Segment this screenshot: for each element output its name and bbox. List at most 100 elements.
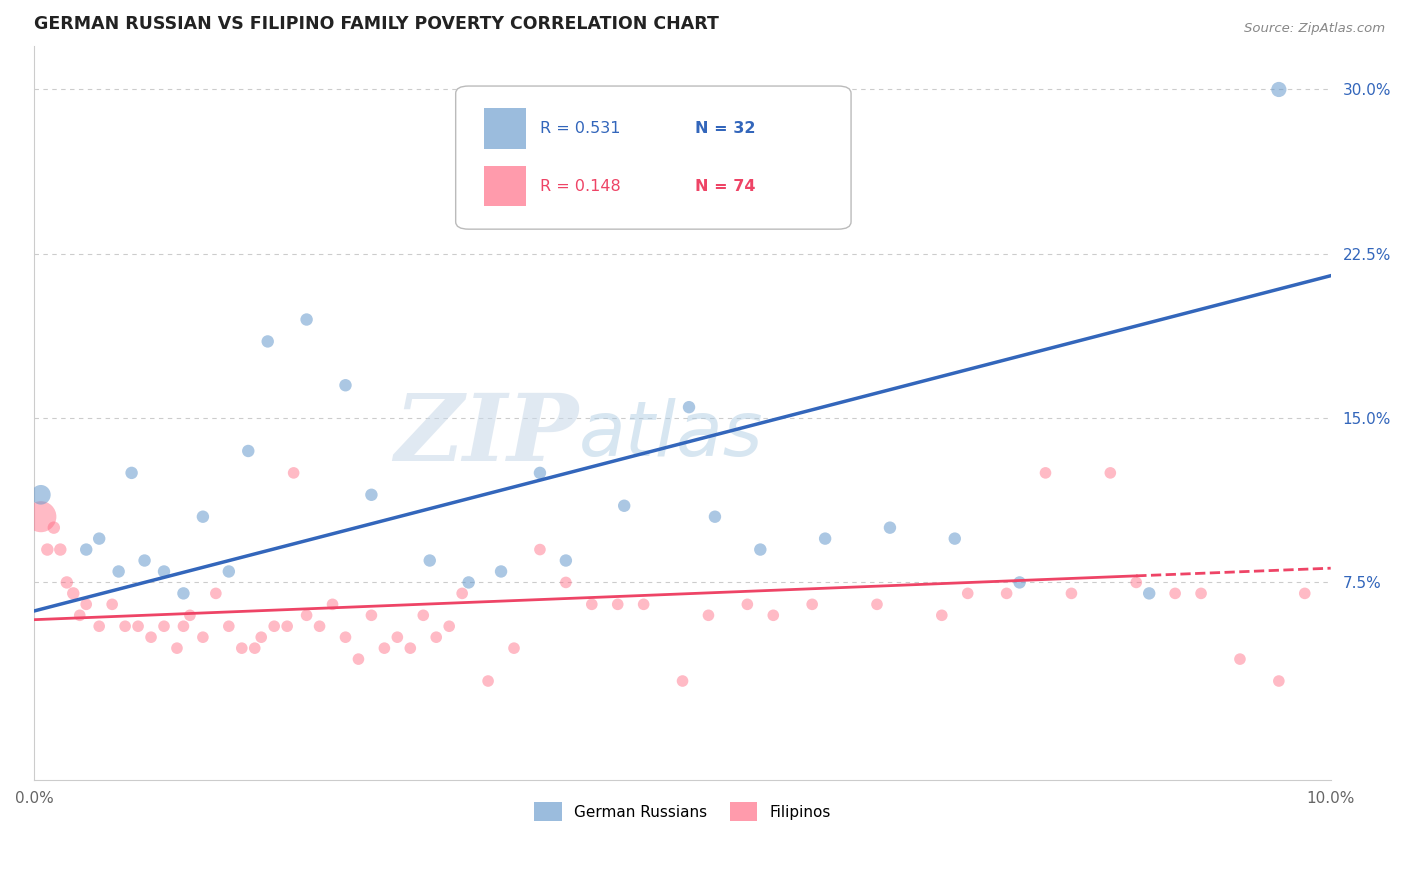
- Point: [153, 619, 176, 633]
- Point: [529, 466, 551, 480]
- Point: [671, 673, 693, 688]
- Point: [399, 641, 422, 656]
- Point: [387, 630, 409, 644]
- Point: [1035, 466, 1057, 480]
- Point: [191, 630, 214, 644]
- Legend: German Russians, Filipinos: German Russians, Filipinos: [529, 797, 837, 827]
- Point: [613, 499, 636, 513]
- Point: [89, 619, 111, 633]
- Point: [360, 488, 382, 502]
- Point: [62, 586, 84, 600]
- Point: [347, 652, 370, 666]
- Point: [166, 641, 188, 656]
- Point: [606, 598, 628, 612]
- Point: [107, 565, 129, 579]
- Point: [335, 378, 357, 392]
- Point: [101, 598, 124, 612]
- Point: [489, 565, 512, 579]
- Point: [1099, 466, 1122, 480]
- Text: Source: ZipAtlas.com: Source: ZipAtlas.com: [1244, 22, 1385, 36]
- Point: [1137, 586, 1160, 600]
- Point: [879, 521, 901, 535]
- Point: [218, 565, 240, 579]
- FancyBboxPatch shape: [484, 108, 526, 149]
- Point: [931, 608, 953, 623]
- Point: [749, 542, 772, 557]
- Point: [457, 575, 479, 590]
- Point: [1294, 586, 1316, 600]
- Point: [322, 598, 344, 612]
- Point: [529, 542, 551, 557]
- Point: [263, 619, 285, 633]
- Point: [243, 641, 266, 656]
- Text: R = 0.531: R = 0.531: [540, 121, 620, 136]
- Point: [134, 553, 156, 567]
- Point: [283, 466, 305, 480]
- Text: ZIP: ZIP: [395, 390, 579, 480]
- Point: [477, 673, 499, 688]
- Point: [295, 608, 318, 623]
- Point: [437, 619, 460, 633]
- Point: [75, 542, 97, 557]
- Point: [276, 619, 298, 633]
- Point: [678, 400, 700, 414]
- Point: [121, 466, 143, 480]
- Point: [956, 586, 979, 600]
- Point: [451, 586, 474, 600]
- Point: [1189, 586, 1212, 600]
- Point: [419, 553, 441, 567]
- FancyBboxPatch shape: [456, 86, 851, 229]
- Point: [89, 532, 111, 546]
- Point: [554, 575, 576, 590]
- Point: [1125, 575, 1147, 590]
- Point: [703, 509, 725, 524]
- Point: [205, 586, 228, 600]
- Point: [1268, 82, 1291, 96]
- Point: [1008, 575, 1031, 590]
- Point: [37, 542, 59, 557]
- Point: [172, 586, 194, 600]
- Point: [114, 619, 136, 633]
- Point: [256, 334, 278, 349]
- Text: GERMAN RUSSIAN VS FILIPINO FAMILY POVERTY CORRELATION CHART: GERMAN RUSSIAN VS FILIPINO FAMILY POVERT…: [34, 15, 720, 33]
- Point: [30, 509, 52, 524]
- Point: [75, 598, 97, 612]
- Point: [1164, 586, 1187, 600]
- Text: N = 32: N = 32: [696, 121, 756, 136]
- Point: [69, 608, 91, 623]
- Point: [697, 608, 720, 623]
- Point: [238, 444, 260, 458]
- Point: [127, 619, 149, 633]
- Point: [801, 598, 824, 612]
- Point: [554, 553, 576, 567]
- Point: [179, 608, 201, 623]
- Point: [995, 586, 1018, 600]
- FancyBboxPatch shape: [484, 166, 526, 206]
- Point: [943, 532, 966, 546]
- Point: [42, 521, 65, 535]
- Point: [218, 619, 240, 633]
- Text: atlas: atlas: [579, 398, 763, 472]
- Point: [55, 575, 77, 590]
- Point: [412, 608, 434, 623]
- Point: [633, 598, 655, 612]
- Point: [335, 630, 357, 644]
- Point: [153, 565, 176, 579]
- Text: N = 74: N = 74: [696, 178, 756, 194]
- Point: [231, 641, 253, 656]
- Point: [250, 630, 273, 644]
- Point: [737, 598, 759, 612]
- Point: [308, 619, 330, 633]
- Text: R = 0.148: R = 0.148: [540, 178, 620, 194]
- Point: [1268, 673, 1291, 688]
- Point: [49, 542, 72, 557]
- Point: [373, 641, 395, 656]
- Point: [30, 488, 52, 502]
- Point: [360, 608, 382, 623]
- Point: [425, 630, 447, 644]
- Point: [866, 598, 889, 612]
- Point: [172, 619, 194, 633]
- Point: [581, 598, 603, 612]
- Point: [814, 532, 837, 546]
- Point: [191, 509, 214, 524]
